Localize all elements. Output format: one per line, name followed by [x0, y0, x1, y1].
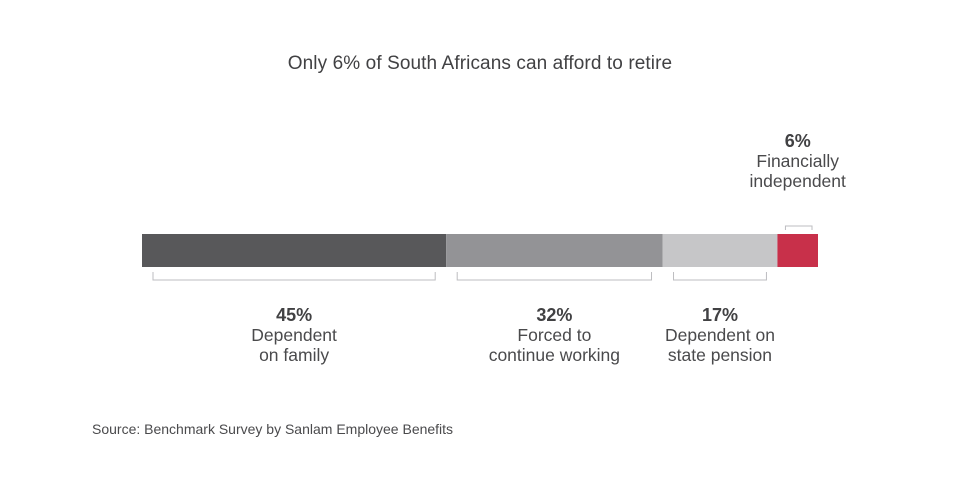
category-label-financially-independent-line-2: independent: [749, 171, 846, 191]
bar-segment-dependent-on-family: [142, 234, 447, 267]
value-label-forced-to-continue-working: 32%: [536, 305, 573, 325]
category-label-financially-independent-line-1: Financially: [756, 151, 840, 171]
source-note: Source: Benchmark Survey by Sanlam Emplo…: [92, 421, 454, 437]
segment-label-financially-independent: 6% Financially independent: [688, 131, 908, 191]
segment-label-dependent-on-state-pension: 17% Dependent on state pension: [610, 305, 830, 365]
bar-segment-financially-independent: [777, 234, 818, 267]
bracket-financially-independent: [784, 225, 813, 230]
bar-segment-dependent-on-state-pension: [662, 234, 778, 267]
bar-segment-forced-to-continue-working: [446, 234, 663, 267]
value-label-financially-independent: 6%: [784, 131, 811, 151]
bracket-forced-to-continue-working: [456, 272, 653, 281]
category-label-dependent-on-family-line-2: on family: [259, 345, 330, 365]
segment-label-forced-to-continue-working: 32% Forced to continue working: [444, 305, 664, 365]
category-label-forced-to-continue-working-line-2: continue working: [488, 345, 621, 365]
value-label-dependent-on-family: 45%: [276, 305, 313, 325]
category-label-dependent-on-state-pension-line-2: state pension: [667, 345, 773, 365]
category-label-dependent-on-family-line-1: Dependent: [251, 325, 337, 345]
value-label-dependent-on-state-pension: 17%: [701, 305, 738, 325]
bracket-dependent-on-family: [152, 272, 436, 281]
bracket-dependent-on-state-pension: [673, 272, 767, 281]
category-label-forced-to-continue-working-line-1: Forced to: [517, 325, 592, 345]
segment-label-dependent-on-family: 45% Dependent on family: [184, 305, 404, 365]
category-label-dependent-on-state-pension-line-1: Dependent on: [664, 325, 775, 345]
chart-title: Only 6% of South Africans can afford to …: [287, 53, 673, 74]
